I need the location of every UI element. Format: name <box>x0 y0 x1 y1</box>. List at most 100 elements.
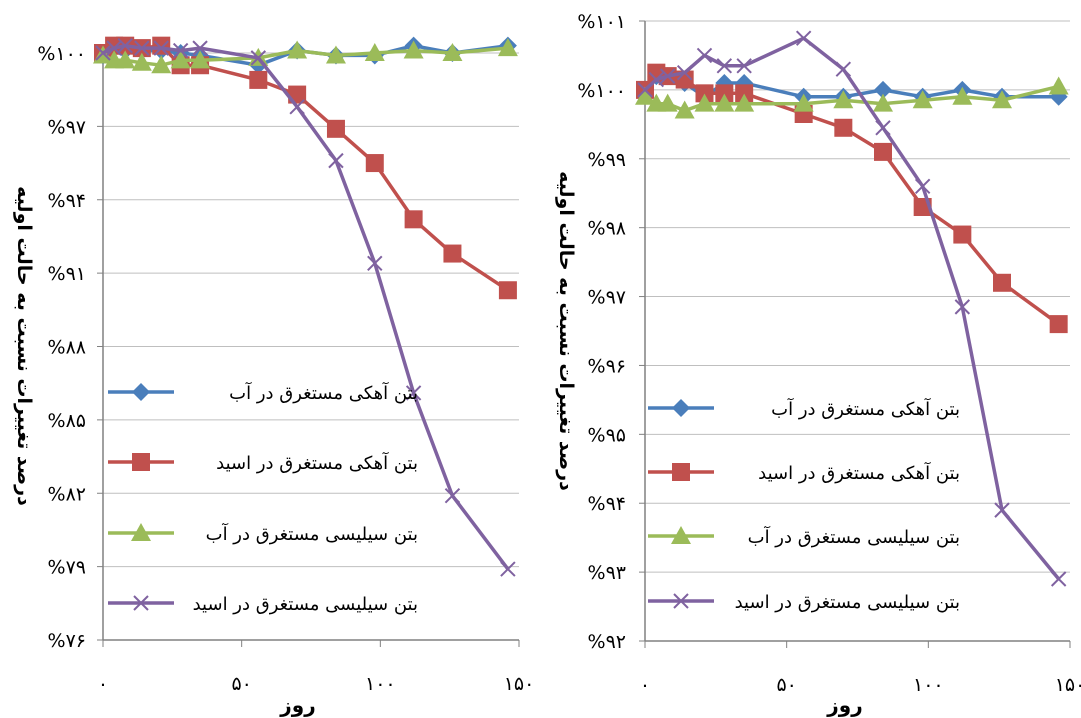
data-point <box>833 90 854 109</box>
data-point <box>500 561 516 577</box>
legend-marker <box>133 595 149 611</box>
series-line <box>102 43 510 571</box>
y-tick-label: %۹۷ <box>588 287 626 309</box>
data-point <box>715 84 734 103</box>
x-tick-label: ۰ <box>98 673 108 695</box>
y-tick-label: %۹۶ <box>588 355 626 377</box>
chart-2: %۱۰۱ %۱۰۰ %۹۹ %۹۸ %۹۷ %۹۶ %۹۵ %۹۴ %۹۳ %۹۲ ۰ ۵۰ ۱۰۰ ۱۵… <box>555 11 1081 717</box>
data-point <box>993 273 1011 292</box>
series-silica-water <box>635 76 1069 119</box>
data-point <box>405 385 422 401</box>
legend-item: بتن سیلیسی مستغرق در آب <box>648 525 960 548</box>
legend-item: بتن آهکی مستغرق در آب <box>108 381 418 404</box>
data-point <box>444 487 461 504</box>
data-point <box>172 42 189 59</box>
y-axis-label: درصد تغییرات نسبت به حالت اولیه <box>13 186 35 506</box>
legend-label: بتن سیلیسی مستغرق در آب <box>748 525 960 548</box>
data-point <box>367 255 383 272</box>
y-tick-label: %۹۵ <box>588 424 626 446</box>
data-point <box>735 84 754 103</box>
data-point <box>131 52 152 71</box>
data-point <box>151 55 172 74</box>
y-tick-label: %۹۷ <box>48 116 86 138</box>
x-tick-label: ۰ <box>640 674 650 696</box>
y-axis-label: درصد تغییرات نسبت به حالت اولیه <box>555 171 577 491</box>
data-point <box>657 93 678 112</box>
data-point <box>190 50 211 69</box>
y-tick-label: %۹۳ <box>588 562 626 584</box>
data-point <box>1050 571 1067 587</box>
data-point <box>912 90 933 109</box>
legend-label: بتن سیلیسی مستغرق در آب <box>206 522 418 545</box>
y-tick-label: %۷۹ <box>48 557 86 579</box>
data-point <box>795 30 812 46</box>
data-point <box>328 152 344 169</box>
data-point <box>443 244 462 263</box>
data-point <box>696 47 713 64</box>
data-point <box>152 36 171 55</box>
data-point <box>648 71 665 88</box>
data-point <box>134 40 150 56</box>
data-point <box>115 50 136 69</box>
legend-marker <box>132 383 150 401</box>
data-point <box>716 58 733 74</box>
data-point <box>635 86 655 105</box>
x-axis-label: روز <box>279 693 315 717</box>
data-point <box>734 93 755 112</box>
data-point <box>674 100 695 119</box>
series-silica-acid <box>637 30 1067 587</box>
data-point <box>992 90 1012 109</box>
data-point <box>325 45 346 64</box>
legend-marker <box>132 453 150 471</box>
legend-item: بتن سیلیسی مستغرق در اسید <box>108 594 418 615</box>
legend-item: بتن آهکی مستغرق در اسید <box>648 461 960 484</box>
data-point <box>365 154 384 173</box>
data-point <box>953 225 972 244</box>
data-point <box>153 40 169 56</box>
data-point <box>874 80 892 99</box>
legend-label: بتن آهکی مستغرق در اسید <box>216 451 418 474</box>
series-line <box>643 36 1061 581</box>
y-tick-label: %۱۰۱ <box>577 11 626 33</box>
data-point <box>714 93 735 112</box>
data-point <box>873 93 893 112</box>
data-point <box>835 61 852 77</box>
data-point <box>404 210 423 229</box>
legend-label: بتن سیلیسی مستغرق در اسید <box>735 592 960 613</box>
data-point <box>874 142 892 161</box>
x-tick-label: ۵۰ <box>231 673 251 695</box>
data-point <box>326 119 345 138</box>
data-point <box>117 37 133 54</box>
data-point <box>1048 76 1069 95</box>
y-tick-label: %۸۲ <box>48 483 86 505</box>
data-point <box>834 118 853 137</box>
data-point <box>289 99 305 115</box>
y-tick-label: %۷۶ <box>48 630 86 652</box>
legend-item: بتن سیلیسی مستغرق در آب <box>108 522 418 545</box>
x-tick-label: ۱۰۰ <box>913 674 944 696</box>
data-point <box>250 50 267 66</box>
y-tick-label: %۹۱ <box>48 263 86 285</box>
y-tick-label: %۸۵ <box>48 410 86 432</box>
x-tick-label: ۱۰۰ <box>365 673 396 695</box>
data-point <box>1049 315 1068 334</box>
y-tick-label: %۱۰۰ <box>37 43 86 65</box>
series-lime-acid <box>94 36 517 300</box>
y-tick-label: %۹۹ <box>588 149 626 171</box>
legend-item: بتن آهکی مستغرق در آب <box>648 397 960 420</box>
data-point <box>659 68 676 84</box>
y-tick-label: %۹۲ <box>588 631 626 653</box>
y-tick-label: %۹۴ <box>48 190 86 212</box>
data-point <box>875 120 891 136</box>
legend-marker <box>673 593 689 609</box>
y-tick-label: %۱۰۰ <box>577 80 626 102</box>
data-point <box>249 70 268 89</box>
data-point <box>793 93 814 112</box>
data-point <box>192 40 208 56</box>
legend-marker <box>671 526 691 544</box>
legend-marker <box>672 463 690 481</box>
data-point <box>736 58 752 74</box>
data-point <box>694 93 715 112</box>
data-point <box>994 502 1010 518</box>
